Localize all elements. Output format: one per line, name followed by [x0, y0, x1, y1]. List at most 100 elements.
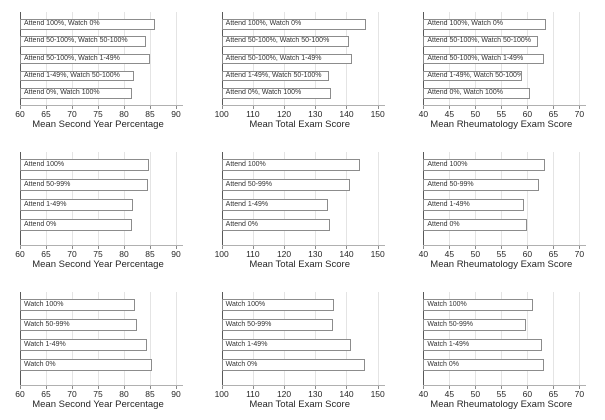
gridline	[315, 152, 317, 245]
x-axis-tick	[423, 106, 425, 109]
x-axis-tick	[377, 246, 379, 249]
gridline	[150, 152, 151, 245]
x-axis-tick-label: 80	[119, 389, 129, 399]
bar: Attend 0%	[20, 219, 132, 231]
x-axis-tick	[124, 386, 125, 389]
x-axis-tick-label: 65	[548, 109, 559, 119]
gridline	[449, 292, 451, 385]
x-axis-tick	[449, 246, 451, 249]
bar-label: Attend 100%	[225, 161, 266, 168]
y-axis-line	[423, 292, 425, 385]
x-axis-tick	[377, 106, 379, 109]
x-axis-tick-label: 70	[67, 389, 77, 399]
x-axis-tick	[284, 106, 286, 109]
bar-label: Attend 0%	[225, 221, 258, 228]
x-axis-tick-label: 60	[15, 109, 25, 119]
x-axis-title: Mean Rheumatology Exam Score	[430, 259, 573, 270]
x-axis-tick-label: 90	[171, 109, 181, 119]
x-axis-tick-label: 45	[444, 249, 455, 259]
x-axis-tick-label: 110	[246, 109, 260, 119]
bar: Attend 100%, Watch 0%	[20, 19, 156, 30]
x-axis-tick	[553, 386, 555, 389]
bar: Attend 100%	[221, 159, 361, 171]
bar: Watch 50-99%	[221, 319, 334, 331]
x-axis-tick-label: 85	[145, 389, 155, 399]
bar-label: Attend 50-99%	[225, 181, 272, 188]
x-axis-tick	[20, 246, 21, 249]
x-axis-tick-label: 65	[41, 249, 51, 259]
x-axis-tick	[527, 386, 529, 389]
x-axis-tick-label: 140	[339, 109, 354, 119]
bar-label: Watch 100%	[427, 301, 467, 308]
x-axis-tick	[72, 246, 73, 249]
gridline	[98, 292, 99, 385]
x-axis-tick	[501, 246, 503, 249]
bar: Attend 50-100%, Watch 1-49%	[221, 53, 353, 65]
gridline	[579, 152, 581, 245]
x-axis-tick-label: 100	[214, 109, 229, 119]
x-axis-tick-label: 55	[496, 249, 507, 259]
x-axis-tick	[423, 246, 425, 249]
bar: Watch 1-49%	[423, 339, 542, 351]
bar: Attend 1-49%	[423, 199, 525, 211]
bar: Watch 0%	[221, 359, 366, 371]
x-axis-tick-label: 75	[93, 249, 103, 259]
gridline	[72, 292, 73, 385]
x-axis-tick	[98, 386, 99, 389]
bar-label: Watch 50-99%	[24, 321, 70, 328]
bar-label: Attend 1-49%	[225, 201, 269, 208]
x-axis-tick	[72, 386, 73, 389]
bar-label: Watch 0%	[225, 361, 258, 368]
x-axis-tick	[46, 106, 47, 109]
gridline	[377, 152, 379, 245]
x-axis-tick	[221, 246, 223, 249]
bar: Attend 50-100%, Watch 50-100%	[423, 36, 538, 47]
x-axis-tick-label: 110	[246, 249, 260, 259]
x-axis-tick-label: 60	[15, 389, 25, 399]
x-axis-title: Mean Rheumatology Exam Score	[430, 399, 573, 410]
x-axis-tick-label: 150	[370, 249, 385, 259]
x-axis-tick-label: 90	[171, 249, 181, 259]
x-axis-tick-label: 150	[370, 109, 385, 119]
bar: Attend 1-49%, Watch 50-100%	[20, 70, 135, 82]
chart-panel-watch-totalexam: 100 110 120 130 140 150 Watch 100% Watch 50-99%…	[202, 280, 404, 420]
bar-label: Watch 100%	[225, 301, 266, 308]
gridline	[150, 12, 151, 105]
x-axis-tick	[252, 106, 254, 109]
bar: Attend 100%	[20, 159, 150, 171]
x-axis-tick-label: 65	[41, 389, 51, 399]
x-axis-line	[423, 385, 587, 386]
gridline	[284, 292, 286, 385]
bar-label: Attend 100%, Watch 0%	[24, 20, 100, 27]
bar: Watch 50-99%	[20, 319, 137, 331]
x-axis-tick-label: 55	[496, 109, 507, 119]
x-axis-tick	[346, 106, 348, 109]
x-axis-tick-label: 60	[522, 249, 533, 259]
bar: Watch 0%	[20, 359, 153, 371]
bar: Watch 0%	[423, 359, 544, 371]
x-axis-tick	[553, 246, 555, 249]
bar-label: Attend 100%, Watch 0%	[225, 20, 302, 27]
bar-label: Attend 0%, Watch 100%	[24, 89, 100, 97]
x-axis-line	[423, 105, 587, 106]
x-axis-tick	[475, 246, 477, 249]
x-axis-tick	[449, 106, 451, 109]
gridline	[346, 292, 348, 385]
x-axis-tick-label: 100	[214, 389, 229, 399]
bar-label: Attend 50-100%, Watch 50-100%	[24, 37, 128, 45]
x-axis-tick-label: 50	[470, 109, 481, 119]
x-axis-title: Mean Second Year Percentage	[32, 259, 164, 270]
x-axis-tick	[475, 386, 477, 389]
gridline	[475, 152, 477, 245]
gridline	[176, 152, 177, 245]
x-axis-tick	[284, 386, 286, 389]
bar-label: Attend 1-49%	[427, 201, 470, 208]
chart-panel-attend-watch-rheumexam: 40 45 50 55 60 65 70 Attend 100%, Watch 0% Atten…	[403, 0, 605, 140]
gridline	[553, 152, 555, 245]
x-axis-tick-label: 60	[522, 389, 533, 399]
x-axis-tick	[315, 246, 317, 249]
bar: Attend 1-49%	[20, 199, 133, 211]
x-axis-tick	[176, 106, 177, 109]
x-axis-tick-label: 70	[67, 249, 77, 259]
